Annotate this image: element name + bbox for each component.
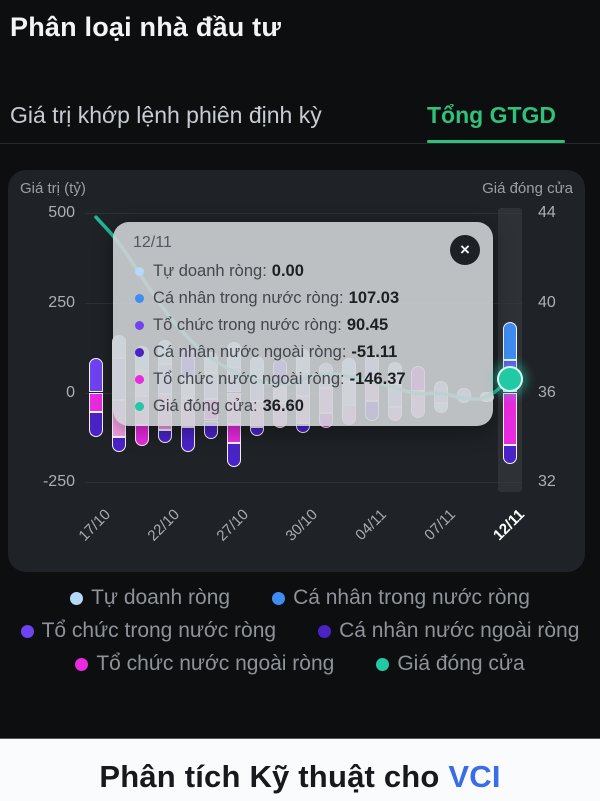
left-axis-title: Giá trị (tỷ) <box>20 180 86 197</box>
legend-item[interactable]: Giá đóng cửa <box>376 652 525 676</box>
y-axis-left-tick: 0 <box>66 383 75 401</box>
series-dot-icon <box>135 267 144 276</box>
tooltip-row-label: Tự doanh ròng: <box>153 262 267 280</box>
series-dot-icon <box>135 294 144 303</box>
bar-segment[interactable] <box>89 392 103 413</box>
tooltip-row-label: Cá nhân nước ngoài ròng: <box>153 343 347 361</box>
tooltip-row: Giá đóng cửa: 36.60 <box>133 393 477 420</box>
legend-item-label: Tổ chức nước ngoài ròng <box>96 652 335 675</box>
tooltip-close-button[interactable]: × <box>450 235 480 265</box>
footer-text-prefix: Phân tích Kỹ thuật cho <box>99 759 449 794</box>
investor-chart-card: Giá trị (tỷ) Giá đóng cửa 500 44 250 40 0 36 -… <box>8 170 585 572</box>
tab-matched-value[interactable]: Giá trị khớp lệnh phiên định kỳ <box>10 102 322 128</box>
series-dot-icon <box>135 321 144 330</box>
x-axis-tick-label: 30/10 <box>282 506 322 545</box>
series-dot-icon <box>70 591 84 605</box>
x-axis-tick-label: 27/10 <box>213 506 253 545</box>
series-dot-icon <box>75 657 89 671</box>
tab-total-gtgd[interactable]: Tổng GTGD <box>427 102 557 128</box>
legend-item-label: Cá nhân trong nước ròng <box>293 586 530 609</box>
tooltip-row-label: Giá đóng cửa: <box>153 397 258 415</box>
footer-panel: Phân tích Kỹ thuật cho VCI <box>0 738 600 801</box>
right-axis-title: Giá đóng cửa <box>482 180 573 197</box>
series-dot-icon <box>135 402 144 411</box>
tooltip-row-label: Tổ chức nước ngoài ròng: <box>153 370 345 388</box>
bar-segment[interactable] <box>503 321 517 361</box>
legend-item[interactable]: Cá nhân trong nước ròng <box>272 586 530 610</box>
series-dot-icon <box>20 624 34 638</box>
y-axis-right-tick: 40 <box>538 293 556 311</box>
active-tab-underline <box>427 140 565 143</box>
bar-segment[interactable] <box>181 426 195 452</box>
footer-title: Phân tích Kỹ thuật cho VCI <box>0 759 600 795</box>
tooltip-row-value: 107.03 <box>348 289 400 307</box>
bar-segment[interactable] <box>89 412 103 438</box>
tabs-divider <box>0 143 600 144</box>
y-axis-right-tick: 36 <box>538 383 556 401</box>
tooltip-row-value: 90.45 <box>346 316 389 334</box>
gridline <box>85 482 522 484</box>
y-axis-left-tick: -250 <box>42 473 75 491</box>
tooltip-row: Cá nhân trong nước ròng: 107.03 <box>133 285 477 312</box>
bar-segment[interactable] <box>250 426 264 437</box>
selected-close-price-marker[interactable] <box>497 365 523 392</box>
bar-segment[interactable] <box>503 392 517 445</box>
tooltip-row: Cá nhân nước ngoài ròng: -51.11 <box>133 339 477 366</box>
tooltip-row-value: 36.60 <box>262 397 304 415</box>
tooltip-date: 12/11 <box>133 234 172 251</box>
legend-item[interactable]: Tổ chức nước ngoài ròng <box>75 652 334 676</box>
chart-legend: Tự doanh ròng Cá nhân trong nước ròng Tổ c… <box>0 586 600 676</box>
bar-segment[interactable] <box>89 358 103 393</box>
series-dot-icon <box>272 591 286 605</box>
x-axis-tick-label: 04/11 <box>352 506 391 544</box>
footer-ticker-link[interactable]: VCI <box>448 759 501 794</box>
gridline <box>85 213 522 214</box>
series-dot-icon <box>135 375 144 384</box>
legend-item[interactable]: Tự doanh ròng <box>70 586 230 610</box>
legend-item[interactable]: Tổ chức trong nước ròng <box>20 619 277 643</box>
bar-segment[interactable] <box>503 444 517 464</box>
legend-item-label: Cá nhân nước ngoài ròng <box>339 619 580 642</box>
y-axis-right-tick: 44 <box>538 204 556 221</box>
tooltip-row-value: 0.00 <box>271 262 304 280</box>
page-title: Phân loại nhà đầu tư <box>10 12 282 42</box>
series-dot-icon <box>376 657 390 671</box>
bar-segment[interactable] <box>227 424 241 443</box>
tooltip-row-value: -146.37 <box>349 370 406 388</box>
legend-item[interactable]: Cá nhân nước ngoài ròng <box>318 619 579 643</box>
bar-segment[interactable] <box>135 424 149 446</box>
legend-item-label: Giá đóng cửa <box>397 652 525 675</box>
chart-tooltip: 12/11 Tự doanh ròng: 0.00 Cá nhân trong nư… <box>113 222 493 426</box>
x-axis-tick-label: 22/10 <box>144 506 184 545</box>
tooltip-row-label: Tổ chức trong nước ròng: <box>153 316 342 334</box>
tooltip-row: Tổ chức trong nước ròng: 90.45 <box>133 312 477 339</box>
legend-item-label: Tự doanh ròng <box>91 586 231 609</box>
tooltip-row: Tổ chức nước ngoài ròng: -146.37 <box>133 366 477 393</box>
tooltip-row: Tự doanh ròng: 0.00 <box>133 258 477 285</box>
series-dot-icon <box>135 348 144 357</box>
bar-segment[interactable] <box>227 442 241 468</box>
x-axis-tick-label: 07/11 <box>421 506 460 544</box>
series-dot-icon <box>318 624 332 638</box>
tooltip-row-value: -51.11 <box>351 343 398 361</box>
x-axis-tick-label: 17/10 <box>75 506 115 545</box>
legend-item-label: Tổ chức trong nước ròng <box>41 619 277 642</box>
bar-segment[interactable] <box>112 437 126 452</box>
x-axis-tick-label: 12/11 <box>490 506 529 544</box>
bar-segment[interactable] <box>158 430 172 443</box>
y-axis-left-tick: 250 <box>48 293 75 311</box>
tooltip-row-label: Cá nhân trong nước ròng: <box>153 289 344 307</box>
y-axis-right-tick: 32 <box>538 473 556 491</box>
y-axis-left-tick: 500 <box>48 204 75 221</box>
